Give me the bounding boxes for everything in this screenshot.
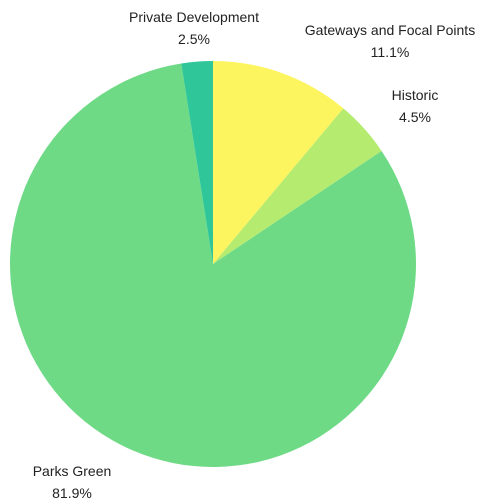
pie-slice-private-development <box>181 61 213 264</box>
legend-labels: Private Development 2.5% Gateways and Fo… <box>33 9 476 501</box>
slice-label-name: Gateways and Focal Points <box>305 22 475 38</box>
pie-slice-parks-green <box>10 63 417 467</box>
slice-label-name: Private Development <box>129 9 259 25</box>
slice-label-name: Parks Green <box>33 463 112 479</box>
slice-label-value: 11.1% <box>371 44 410 60</box>
slice-label-name: Historic <box>392 87 439 103</box>
slice-label-value: 81.9% <box>52 485 92 501</box>
slice-label-value: 2.5% <box>178 31 210 47</box>
pie-slice-historic <box>213 108 382 265</box>
pie-slice-gateways-and-focal-points <box>213 61 344 264</box>
pie-slices <box>10 61 417 467</box>
slice-label-value: 4.5% <box>399 109 431 125</box>
